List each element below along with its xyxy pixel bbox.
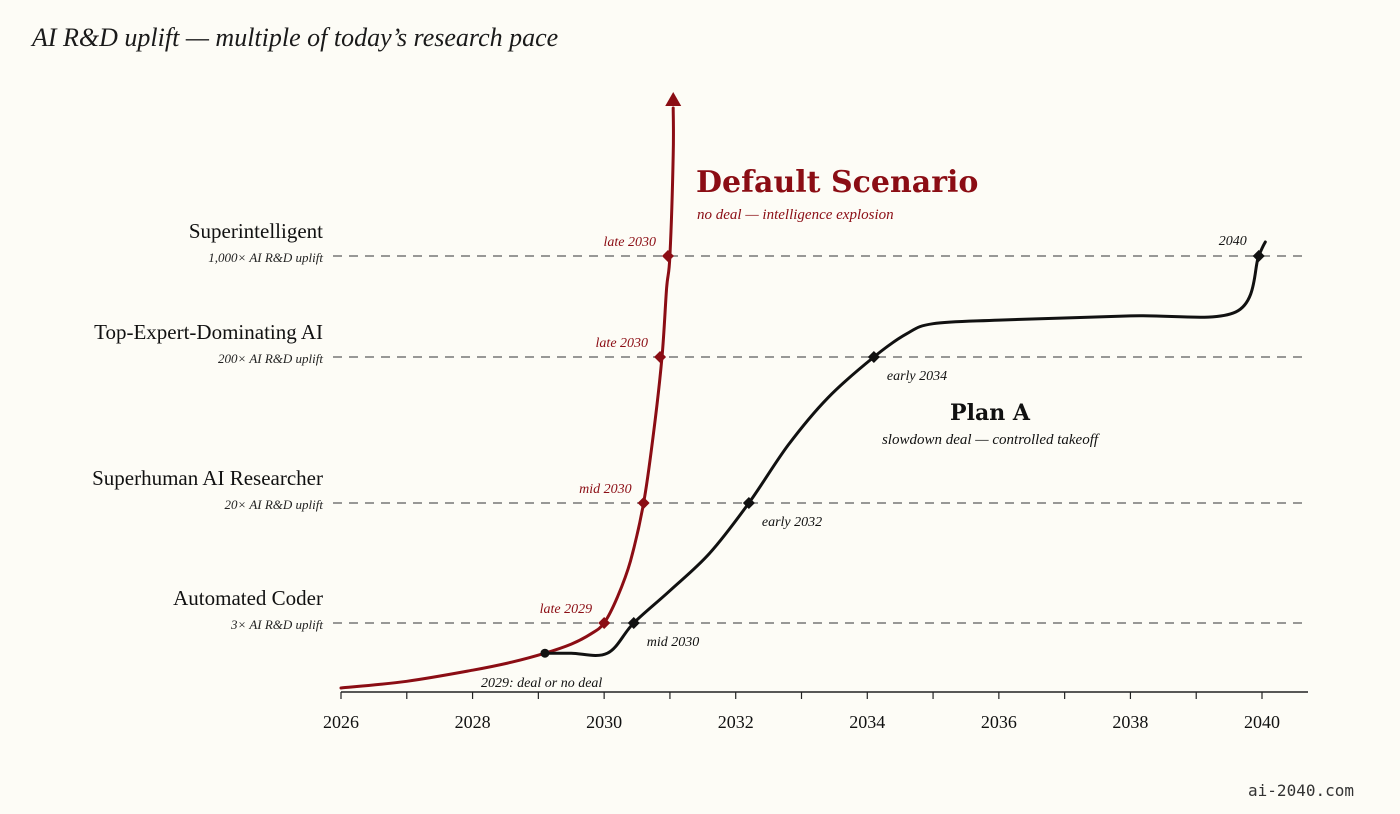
milestone-label-plan-a-3: early 2034 bbox=[887, 369, 947, 384]
level-uplift-top-expert-dominating-ai: 200× AI R&D uplift bbox=[218, 351, 323, 366]
annotations: late 2029 mid 2030 late 2030 late 2030 mid 2… bbox=[481, 165, 1265, 691]
level-uplift-superhuman-ai-researcher: 20× AI R&D uplift bbox=[225, 497, 324, 512]
x-tick-label-2040: 2040 bbox=[1244, 712, 1280, 732]
milestone-default-4 bbox=[661, 250, 674, 262]
uplift-levels: Automated Coder 3× AI R&D uplift Superhuma… bbox=[92, 219, 1308, 632]
milestone-label-plan-a-1: mid 2030 bbox=[647, 635, 700, 650]
chart-title: AI R&D uplift — multiple of today’s rese… bbox=[30, 23, 558, 52]
milestone-default-1 bbox=[598, 617, 611, 629]
level-name-superintelligent: Superintelligent bbox=[189, 219, 323, 243]
series-subtitle-plan-a: slowdown deal — controlled takeoff bbox=[882, 432, 1100, 448]
level-uplift-automated-coder: 3× AI R&D uplift bbox=[230, 617, 323, 632]
milestone-plan-a-2 bbox=[742, 497, 755, 509]
branch-point-label: 2029: deal or no deal bbox=[481, 676, 602, 691]
x-tick-label-2034: 2034 bbox=[849, 712, 885, 732]
milestone-label-default-2: mid 2030 bbox=[579, 482, 632, 497]
milestone-default-3 bbox=[654, 351, 667, 363]
x-axis: 2026 2028 2030 2032 2034 2036 2038 2040 bbox=[323, 691, 1308, 732]
level-name-superhuman-ai-researcher: Superhuman AI Researcher bbox=[92, 466, 323, 490]
site-footer: ai-2040.com bbox=[1248, 781, 1354, 800]
x-tick-label-2026: 2026 bbox=[323, 712, 359, 732]
milestone-label-default-4: late 2030 bbox=[603, 235, 656, 250]
level-name-automated-coder: Automated Coder bbox=[173, 586, 323, 610]
milestone-label-plan-a-4: 2040 bbox=[1219, 234, 1247, 249]
branch-point-dot bbox=[540, 648, 550, 658]
series-title-default-scenario: Default Scenario bbox=[696, 165, 978, 200]
x-tick-label-2030: 2030 bbox=[586, 712, 622, 732]
level-uplift-superintelligent: 1,000× AI R&D uplift bbox=[208, 250, 323, 265]
milestone-label-default-3: late 2030 bbox=[596, 336, 649, 351]
level-name-top-expert-dominating-ai: Top-Expert-Dominating AI bbox=[94, 320, 323, 344]
milestone-label-default-1: late 2029 bbox=[540, 602, 593, 617]
milestone-label-plan-a-2: early 2032 bbox=[762, 515, 822, 530]
milestone-plan-a-3 bbox=[867, 351, 880, 363]
series-title-plan-a: Plan A bbox=[950, 400, 1031, 426]
x-tick-label-2036: 2036 bbox=[981, 712, 1017, 732]
series-arrow-default-scenario bbox=[665, 92, 682, 106]
milestone-plan-a-1 bbox=[627, 617, 640, 629]
series-line-default-scenario bbox=[339, 106, 675, 690]
x-tick-label-2038: 2038 bbox=[1112, 712, 1148, 732]
x-tick-label-2028: 2028 bbox=[455, 712, 491, 732]
milestone-plan-a-4 bbox=[1252, 250, 1265, 262]
milestone-default-2 bbox=[637, 497, 650, 509]
x-tick-label-2032: 2032 bbox=[718, 712, 754, 732]
series-subtitle-default-scenario: no deal — intelligence explosion bbox=[697, 207, 894, 223]
